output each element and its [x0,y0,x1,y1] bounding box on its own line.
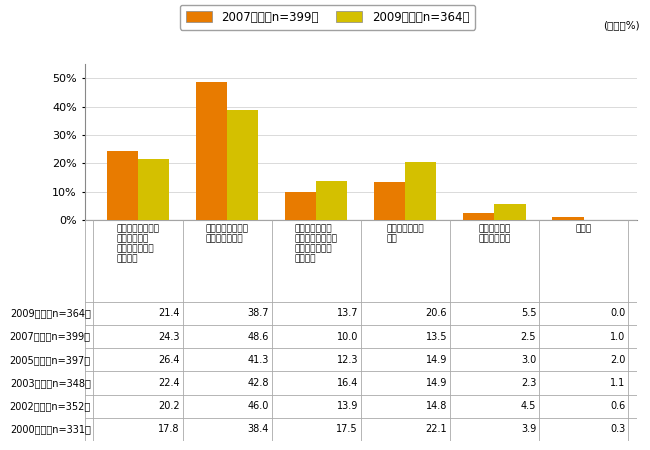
Text: 油を使った料理は
全てこの様な
健康志向の油を
使いたい: 油を使った料理は 全てこの様な 健康志向の油を 使いたい [116,224,159,263]
Text: 5.5: 5.5 [521,308,536,318]
Text: 1.1: 1.1 [610,378,625,388]
Bar [495,204,526,220]
Text: 17.5: 17.5 [336,424,358,434]
Bar [406,162,437,220]
Text: 26.4: 26.4 [158,355,180,365]
Text: 24.3: 24.3 [158,332,180,342]
Text: 17.8: 17.8 [158,424,180,434]
Text: 16.4: 16.4 [337,378,358,388]
Bar [374,182,406,220]
Text: 22.4: 22.4 [158,378,180,388]
Text: 12.3: 12.3 [337,355,358,365]
Text: 2.3: 2.3 [521,378,536,388]
Text: 一部の油を使った
料理に使いたい: 一部の油を使った 料理に使いたい [205,224,248,243]
Text: 2009年度（n=364）: 2009年度（n=364） [10,308,90,318]
Text: 1.0: 1.0 [610,332,625,342]
Text: 46.0: 46.0 [248,401,269,411]
Text: 13.9: 13.9 [337,401,358,411]
Text: 3.9: 3.9 [521,424,536,434]
Bar [227,110,258,220]
Text: 3.0: 3.0 [521,355,536,365]
Text: 2002年度（n=352）: 2002年度（n=352） [9,401,90,411]
Legend: 2007年度（n=399）, 2009年度（n=364）: 2007年度（n=399）, 2009年度（n=364） [180,5,475,30]
Bar [138,159,169,220]
Text: 2003年度（n=348）: 2003年度（n=348） [10,378,90,388]
Text: まったく使う
つもりはない: まったく使う つもりはない [478,224,510,243]
Text: 2005年度（n=397）: 2005年度（n=397） [10,355,90,365]
Text: 10.0: 10.0 [337,332,358,342]
Text: 0.6: 0.6 [610,401,625,411]
Bar [196,82,227,220]
Text: 22.1: 22.1 [426,424,447,434]
Text: 14.8: 14.8 [426,401,447,411]
Text: 13.5: 13.5 [426,332,447,342]
Text: 13.7: 13.7 [337,308,358,318]
Text: 48.6: 48.6 [248,332,269,342]
Text: 2.5: 2.5 [521,332,536,342]
Text: 2000年度（n=331）: 2000年度（n=331） [10,424,90,434]
Text: 20.6: 20.6 [426,308,447,318]
Text: 41.3: 41.3 [248,355,269,365]
Bar [285,192,316,220]
Text: 0.0: 0.0 [610,308,625,318]
Text: あまり使いたく
ない: あまり使いたく ない [387,224,424,243]
Text: 21.4: 21.4 [158,308,180,318]
Text: 2007年度（n=399）: 2007年度（n=399） [10,332,90,342]
Text: 料理を食べる人
（ご主人・お子様
等）により使い
分けたい: 料理を食べる人 （ご主人・お子様 等）により使い 分けたい [294,224,338,263]
Text: 42.8: 42.8 [248,378,269,388]
Text: 2.0: 2.0 [610,355,625,365]
Text: 0.3: 0.3 [610,424,625,434]
Text: 4.5: 4.5 [521,401,536,411]
Text: 20.2: 20.2 [158,401,180,411]
Text: 無回答: 無回答 [575,224,592,233]
Text: 38.4: 38.4 [248,424,269,434]
Text: (単位：%): (単位：%) [604,20,640,30]
Bar [552,217,584,220]
Text: 38.7: 38.7 [248,308,269,318]
Text: 14.9: 14.9 [426,355,447,365]
Bar [107,151,138,220]
Bar [316,181,347,220]
Bar [463,213,495,220]
Text: 14.9: 14.9 [426,378,447,388]
